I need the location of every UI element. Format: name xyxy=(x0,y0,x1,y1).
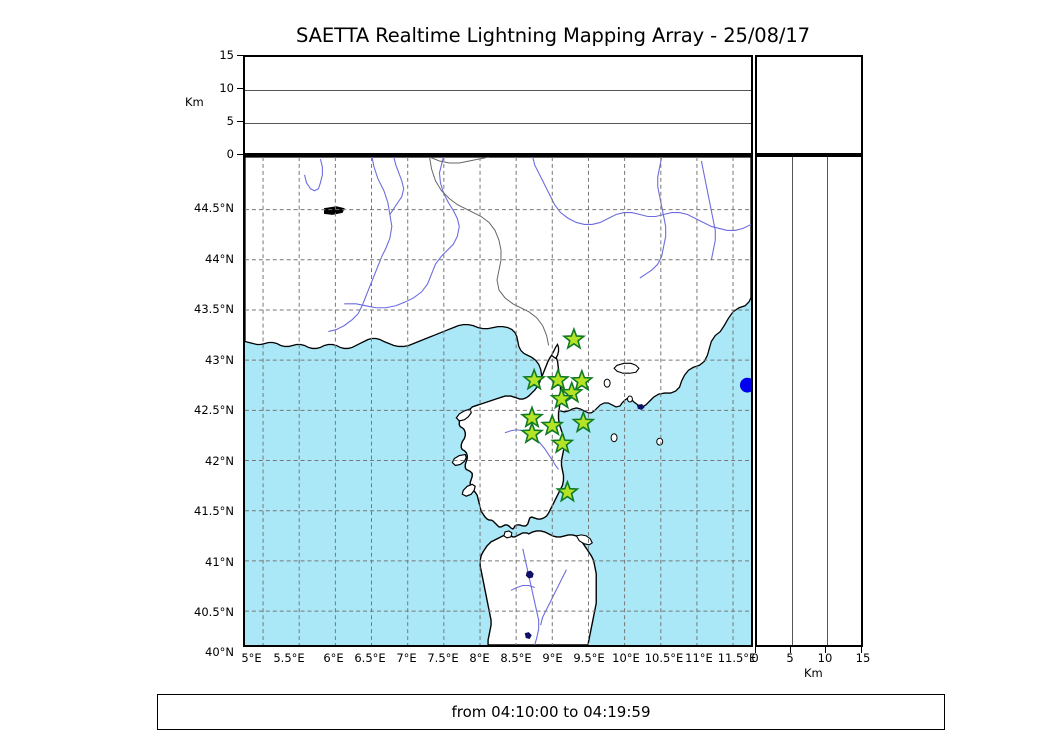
lake-group xyxy=(524,403,645,640)
tick-distance-0: 0 xyxy=(751,651,759,665)
tick-distance-5: 5 xyxy=(786,651,794,665)
tick-altitude-5: 5 xyxy=(226,114,234,128)
tick-altitude-15: 15 xyxy=(219,48,234,62)
tick-lon-10: 10°E xyxy=(612,651,640,665)
station-marker[interactable] xyxy=(550,430,575,454)
tick-lon-7.5: 7.5°E xyxy=(427,651,459,665)
tickmark-altitude-5 xyxy=(237,121,243,123)
axis-label-altitude-km: Km xyxy=(185,95,204,109)
tick-lon-6: 6°E xyxy=(323,651,344,665)
gridline-altitude-10 xyxy=(245,90,751,91)
coastline-corsica-gulf-ajaccio xyxy=(451,453,467,467)
tick-lon-5: 5°E xyxy=(241,651,262,665)
corner-panel xyxy=(755,55,863,155)
coastline-corsica-gulf-valinco xyxy=(461,483,476,497)
river-saone xyxy=(389,157,405,215)
station-marker[interactable] xyxy=(540,413,565,437)
river-var xyxy=(304,158,323,192)
tickmark-altitude-0 xyxy=(237,154,243,156)
station-marker[interactable] xyxy=(571,410,596,434)
coastline-cap-corse xyxy=(550,343,560,360)
coastline-detail-gulf xyxy=(323,206,345,215)
tickmark-distance-15 xyxy=(861,647,863,653)
time-range-box: from 04:10:00 to 04:19:59 xyxy=(157,694,945,730)
station-marker[interactable] xyxy=(561,326,586,350)
station-marker[interactable] xyxy=(522,367,547,391)
tick-lat-40: 40°N xyxy=(205,645,234,659)
tick-altitude-10: 10 xyxy=(219,81,234,95)
altitude-vs-latitude-panel xyxy=(755,155,863,647)
coastline-islet-giglio xyxy=(656,437,664,446)
border-switzerland xyxy=(429,157,490,164)
station-marker[interactable] xyxy=(545,367,571,391)
river-sardinia-1 xyxy=(522,548,540,645)
coastline-elba xyxy=(613,362,640,374)
tick-lon-9.5: 9.5°E xyxy=(573,651,605,665)
river-arno xyxy=(639,157,667,279)
tick-lat-41: 41°N xyxy=(205,555,234,569)
river-po-tributary xyxy=(532,157,751,231)
page-title: SAETTA Realtime Lightning Mapping Array … xyxy=(296,24,810,47)
station-marker[interactable] xyxy=(569,368,594,392)
lake-south xyxy=(524,632,532,640)
tick-lon-10.5: 10.5°E xyxy=(644,651,684,665)
coastline-islet-montecristo xyxy=(610,433,618,443)
tick-lat-40.5: 40.5°N xyxy=(194,605,234,619)
coastline-islet-capraia xyxy=(603,378,611,388)
border-group xyxy=(429,157,550,346)
tick-lon-11: 11°E xyxy=(685,651,713,665)
station-marker[interactable] xyxy=(519,421,545,444)
station-marker[interactable] xyxy=(549,386,574,410)
station-marker[interactable] xyxy=(555,479,580,503)
map-graphic xyxy=(245,157,751,645)
lightning-source-group[interactable] xyxy=(739,377,751,393)
tickmark-altitude-10 xyxy=(237,88,243,90)
lake-omodeo xyxy=(525,570,534,579)
lake-italy xyxy=(636,403,645,410)
river-rhone xyxy=(328,157,393,333)
gridline-altitude-5 xyxy=(245,123,751,124)
gridline-distance-5 xyxy=(792,157,793,645)
tickmark-distance-5 xyxy=(790,647,792,653)
tick-lon-11.5: 11.5°E xyxy=(717,651,757,665)
tick-lat-42.5: 42.5°N xyxy=(194,403,234,417)
coastline-islet-gorgona xyxy=(626,395,633,403)
tick-lat-43.5: 43.5°N xyxy=(194,302,234,316)
tick-distance-15: 15 xyxy=(855,651,871,665)
station-marker-group[interactable] xyxy=(519,326,596,503)
border-france-italy xyxy=(429,157,550,346)
tickmark-altitude-15 xyxy=(237,55,243,57)
gridline-distance-10 xyxy=(827,157,828,645)
tick-lon-8: 8°E xyxy=(469,651,490,665)
gridline-group xyxy=(245,157,751,645)
tick-lon-8.5: 8.5°E xyxy=(500,651,532,665)
tick-lon-9: 9°E xyxy=(542,651,563,665)
tick-lat-42: 42°N xyxy=(205,454,234,468)
lightning-source-marker[interactable] xyxy=(739,377,751,393)
map-panel[interactable] xyxy=(243,155,753,647)
river-sardinia-2 xyxy=(510,584,535,591)
tick-lat-43: 43°N xyxy=(205,353,234,367)
tick-lon-5.5: 5.5°E xyxy=(273,651,305,665)
altitude-vs-longitude-panel xyxy=(243,55,753,155)
tick-lat-44.5: 44.5°N xyxy=(194,201,234,215)
time-range-text: from 04:10:00 to 04:19:59 xyxy=(451,703,651,721)
tick-lon-7: 7°E xyxy=(396,651,417,665)
tickmark-distance-0 xyxy=(755,647,757,653)
coastline-corsica xyxy=(458,352,566,530)
station-marker[interactable] xyxy=(559,380,584,404)
tick-lat-44: 44°N xyxy=(205,252,234,266)
axis-label-distance-km: Km xyxy=(804,666,823,680)
tick-lat-41.5: 41.5°N xyxy=(194,504,234,518)
river-tiber xyxy=(700,160,716,261)
tick-altitude-0: 0 xyxy=(226,147,234,161)
tickmark-distance-10 xyxy=(825,647,827,653)
tick-lon-6.5: 6.5°E xyxy=(354,651,386,665)
coastline-sardinia-asinara xyxy=(503,530,513,539)
coastline-corsica-west-detail xyxy=(455,408,472,422)
tick-distance-10: 10 xyxy=(817,651,833,665)
